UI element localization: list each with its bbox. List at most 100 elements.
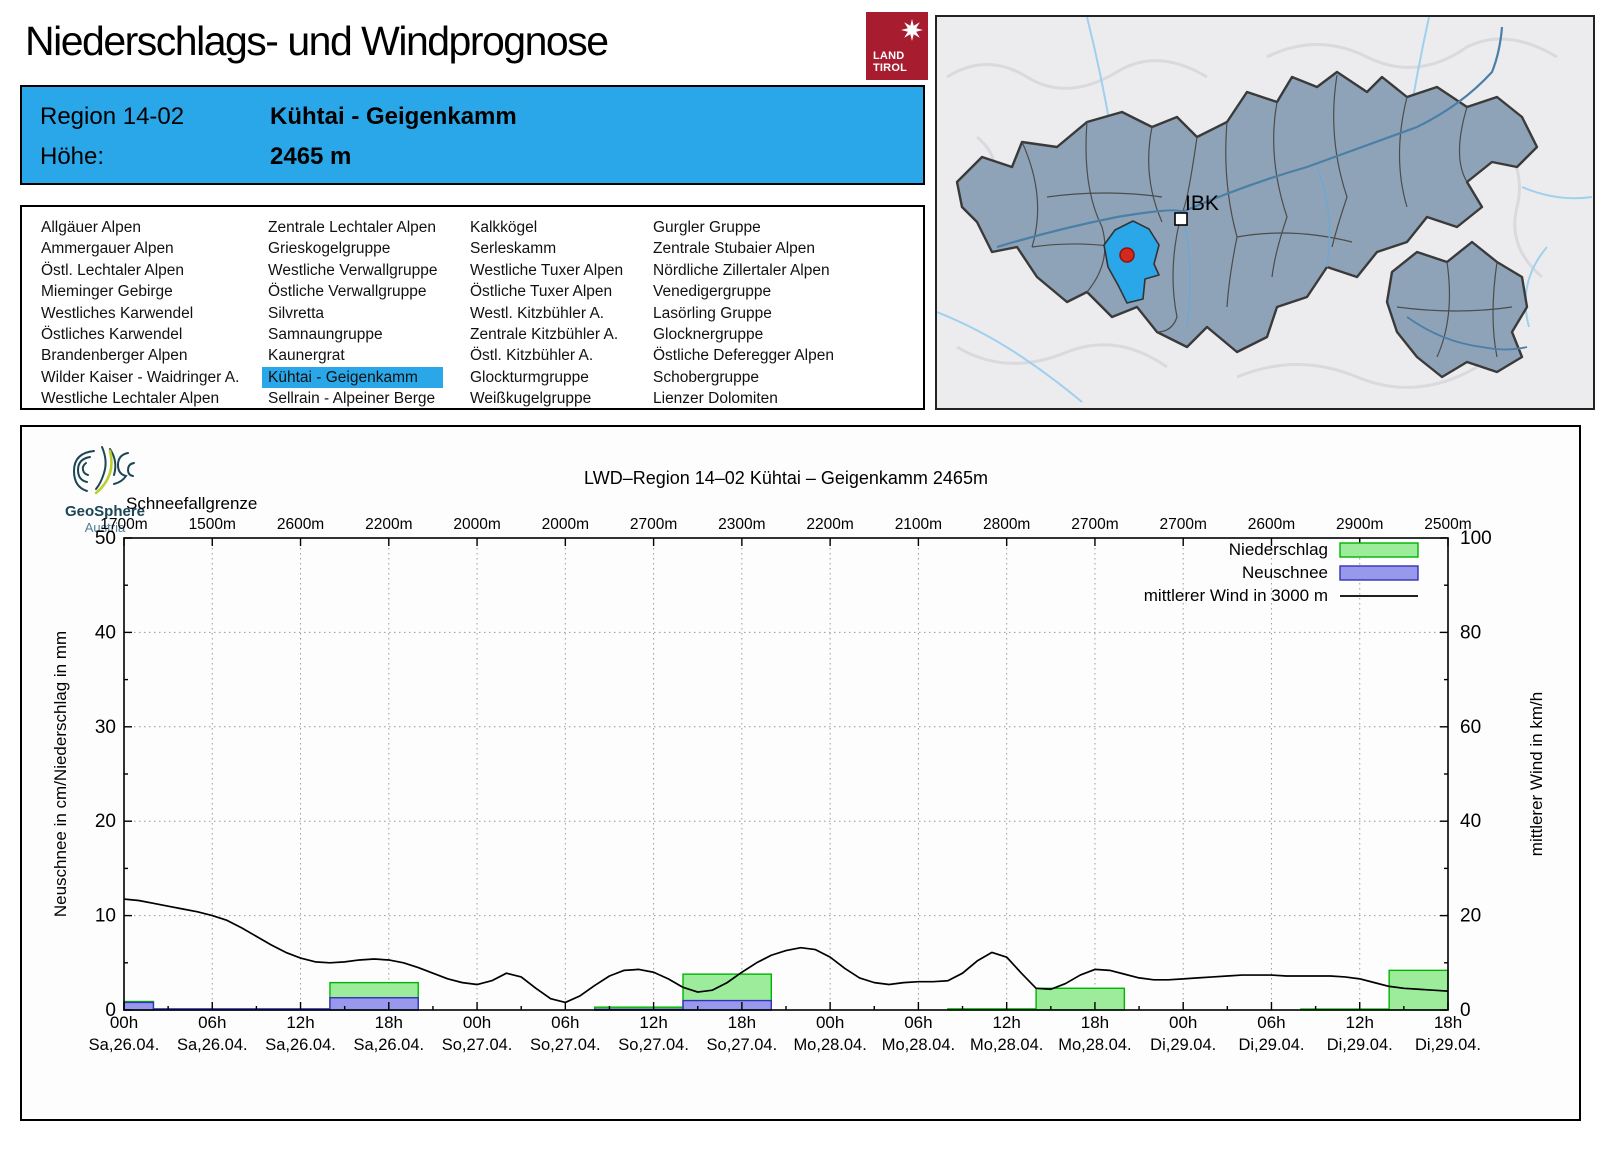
x-date-label: So,27.04. xyxy=(618,1036,689,1054)
page-title: Niederschlags- und Windprognose xyxy=(25,18,609,64)
map-selected-region[interactable] xyxy=(1103,220,1160,304)
chart-title: LWD–Region 14–02 Kühtai – Geigenkamm 246… xyxy=(584,468,988,488)
tirol-logo-text: LAND TIROL xyxy=(873,50,907,74)
geosphere-country: Austria xyxy=(84,520,126,535)
snowline-value: 2500m xyxy=(1424,516,1471,533)
tirol-map: IBK xyxy=(935,15,1595,410)
region-list-item[interactable]: Gurgler Gruppe xyxy=(653,219,761,236)
region-list-item[interactable]: Westliche Lechtaler Alpen xyxy=(41,390,220,408)
y-left-tick: 40 xyxy=(95,622,116,643)
snowline-value: 1500m xyxy=(189,516,236,533)
region-name: Kühtai - Geigenkamm xyxy=(270,103,517,130)
region-list-item[interactable]: Östl. Kitzbühler A. xyxy=(470,347,594,365)
tirol-eagle-icon xyxy=(901,19,923,41)
x-hour-label: 18h xyxy=(1081,1013,1109,1032)
x-date-label: Mo,28.04. xyxy=(1058,1036,1131,1054)
x-hour-label: 00h xyxy=(110,1013,138,1032)
legend-label: mittlerer Wind in 3000 m xyxy=(1144,586,1328,605)
x-hour-label: 18h xyxy=(728,1013,756,1032)
y-left-tick: 20 xyxy=(95,811,116,832)
region-list-item[interactable]: Östliche Verwallgruppe xyxy=(268,283,427,301)
region-list-item[interactable]: Glocknergruppe xyxy=(653,326,764,344)
snowline-label: Schneefallgrenze xyxy=(126,494,257,513)
snowline-value: 2700m xyxy=(1071,516,1118,533)
forecast-plot: 00h Sa,26.04. 06h Sa,26.04. 12h Sa,26.04. 18h S… xyxy=(51,468,1546,1054)
altitude-label: Höhe: xyxy=(40,143,105,170)
region-list-item[interactable]: Zentrale Lechtaler Alpen xyxy=(268,219,437,236)
x-hour-label: 06h xyxy=(904,1013,932,1032)
snowline-value: 2100m xyxy=(895,516,942,533)
y-left-title: Neuschnee in cm/Niederschlag in mm xyxy=(51,631,70,917)
region-list-item[interactable]: Venedigergruppe xyxy=(653,283,772,301)
niederschlag-bar xyxy=(1035,987,1126,1011)
region-list-item[interactable]: Mieminger Gebirge xyxy=(41,283,173,301)
region-list-item[interactable]: Zentrale Stubaier Alpen xyxy=(653,240,815,258)
region-list-item[interactable]: Östl. Lechtaler Alpen xyxy=(41,261,185,279)
map-river-east xyxy=(1406,316,1528,351)
snowline-value: 2800m xyxy=(983,516,1030,533)
snowline-value: 2200m xyxy=(365,516,412,533)
x-hour-label: 12h xyxy=(639,1013,667,1032)
region-list-column: Kalkkögel Serleskamm Westliche Tuxer Alpen… xyxy=(464,217,629,410)
x-hour-label: 00h xyxy=(816,1013,844,1032)
y-left-tick: 30 xyxy=(95,717,116,738)
x-date-label: Sa,26.04. xyxy=(265,1036,336,1054)
snowline-value: 2600m xyxy=(277,516,324,533)
x-hour-label: 18h xyxy=(1434,1013,1462,1032)
region-list-item[interactable]: Wilder Kaiser - Waidringer A. xyxy=(41,368,240,386)
region-list-item[interactable]: Westliches Karwendel xyxy=(41,304,194,322)
legend-swatch xyxy=(1339,565,1419,581)
x-date-label: So,27.04. xyxy=(442,1036,513,1054)
x-date-label: Di,29.04. xyxy=(1415,1036,1481,1054)
region-list-item[interactable]: Serleskamm xyxy=(470,240,557,258)
region-list-item[interactable]: Westl. Kitzbühler A. xyxy=(470,304,605,322)
region-list-item[interactable]: Sellrain - Alpeiner Berge xyxy=(268,390,436,408)
x-date-label: Sa,26.04. xyxy=(89,1036,160,1054)
legend-swatch xyxy=(1339,542,1419,558)
region-list-item[interactable]: Östliche Tuxer Alpen xyxy=(470,283,613,301)
x-date-label: Di,29.04. xyxy=(1150,1036,1216,1054)
region-list-column: Gurgler Gruppe Zentrale Stubaier Alpen Nör… xyxy=(647,217,840,410)
region-list-item[interactable]: Weißkugelgruppe xyxy=(470,390,592,408)
region-list-item[interactable]: Westliche Tuxer Alpen xyxy=(470,261,624,279)
region-list-item[interactable]: Östliche Deferegger Alpen xyxy=(653,347,834,365)
region-number-label: Region 14-02 xyxy=(40,103,185,130)
snowline-value: 2000m xyxy=(453,516,500,533)
region-list-column: Allgäuer Alpen Ammergauer Alpen Östl. Lech… xyxy=(35,217,245,410)
region-list-item[interactable]: Lienzer Dolomiten xyxy=(653,390,778,408)
region-list-item[interactable]: Glockturmgruppe xyxy=(470,368,589,386)
x-hour-label: 00h xyxy=(463,1013,491,1032)
x-hour-label: 12h xyxy=(992,1013,1020,1032)
region-list-item[interactable]: Westliche Verwallgruppe xyxy=(268,261,438,279)
map-region-osttirol[interactable] xyxy=(1385,240,1529,379)
y-right-tick: 0 xyxy=(1460,1000,1471,1021)
region-list: Allgäuer Alpen Ammergauer Alpen Östl. Lech… xyxy=(20,205,925,410)
region-list-item[interactable]: Silvretta xyxy=(268,304,324,322)
region-list-item[interactable]: Kaunergrat xyxy=(268,347,345,365)
region-list-item[interactable]: Samnaungruppe xyxy=(268,326,383,344)
region-list-item[interactable]: Kalkkögel xyxy=(470,219,538,236)
region-list-item[interactable]: Grieskogelgruppe xyxy=(268,240,391,258)
snowline-value: 2700m xyxy=(1159,516,1206,533)
region-list-column: Zentrale Lechtaler Alpen Grieskogelgruppe… xyxy=(262,217,444,410)
y-right-tick: 20 xyxy=(1460,906,1481,927)
region-list-item[interactable]: Allgäuer Alpen xyxy=(41,219,141,236)
map-relief-texture xyxy=(946,37,1558,389)
map-region-nordtirol[interactable] xyxy=(955,70,1539,354)
x-date-label: So,27.04. xyxy=(530,1036,601,1054)
region-list-item[interactable]: Östliches Karwendel xyxy=(41,326,183,344)
region-list-item[interactable]: Nördliche Zillertaler Alpen xyxy=(653,261,830,279)
region-list-item[interactable]: Ammergauer Alpen xyxy=(41,240,174,258)
region-list-item[interactable]: Brandenberger Alpen xyxy=(41,347,188,365)
region-list-item[interactable]: Zentrale Kitzbühler A. xyxy=(470,326,619,344)
x-date-label: Sa,26.04. xyxy=(177,1036,248,1054)
region-info-box: Region 14-02 Kühtai - Geigenkamm Höhe: 2… xyxy=(20,85,925,185)
region-list-item[interactable]: Schobergruppe xyxy=(653,368,759,386)
forecast-chart-box: GeoSphere Austria 00h Sa,26.04. 06h Sa,26.0… xyxy=(20,425,1581,1121)
legend-label: Niederschlag xyxy=(1229,540,1328,559)
snowline-value: 2000m xyxy=(542,516,589,533)
x-date-label: So,27.04. xyxy=(707,1036,778,1054)
region-list-item[interactable]: Lasörling Gruppe xyxy=(653,304,772,322)
region-list-item[interactable]: Kühtai - Geigenkamm xyxy=(262,366,444,389)
